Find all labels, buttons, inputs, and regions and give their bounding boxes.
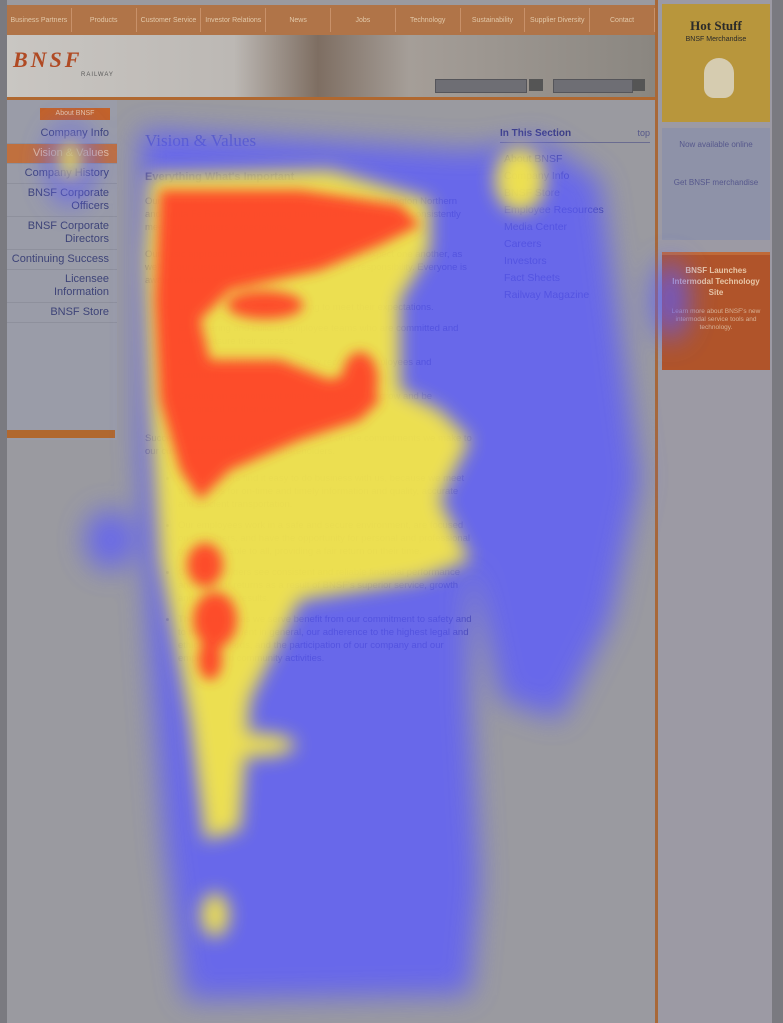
list-item: Creating an environment where employees … <box>178 390 475 416</box>
values-list: Listening to customers and acting to mee… <box>140 301 475 416</box>
leftnav-item-directors[interactable]: BNSF Corporate Directors <box>7 217 117 250</box>
left-frame <box>0 0 7 1023</box>
info-text: Get BNSF merchandise <box>673 178 759 187</box>
topnav-item[interactable]: Contact <box>590 8 655 32</box>
logo-subtitle: RAILWAY <box>81 72 114 78</box>
section-list: About BNSF Company Info BNSF Store Emplo… <box>500 151 650 304</box>
commitments-list: Our customers find it easy to do busines… <box>140 472 475 665</box>
chevron-down-icon[interactable] <box>633 79 645 91</box>
leftnav-item-vision-values[interactable]: Vision & Values <box>7 144 117 164</box>
leftnav-item-licensee[interactable]: Licensee Information <box>7 270 117 303</box>
section-link[interactable]: Media Center <box>504 221 568 233</box>
page-subtitle: Everything What's Important <box>145 171 295 183</box>
leftnav-item-continuing-success[interactable]: Continuing Success <box>7 250 117 270</box>
topnav-item[interactable]: Products <box>72 8 137 32</box>
list-item: Our shareholders see consistent and reli… <box>178 566 475 605</box>
topnav-item[interactable]: News <box>266 8 331 32</box>
leftnav-item-officers[interactable]: BNSF Corporate Officers <box>7 184 117 217</box>
right-frame <box>772 0 783 1023</box>
banner-title: BNSF Launches Intermodal Technology Site <box>672 266 760 297</box>
list-item: Continuously improving our safety record… <box>178 356 475 382</box>
section-link[interactable]: Fact Sheets <box>504 272 561 284</box>
body-paragraph: Success is measured by our ability to de… <box>145 433 472 457</box>
section-links: In This Section top About BNSF Company I… <box>500 128 650 304</box>
main-content: Vision & Values Everything What's Import… <box>140 125 475 681</box>
topnav-item[interactable]: Technology <box>396 8 461 32</box>
leftnav-item-store[interactable]: BNSF Store <box>7 303 117 323</box>
leftnav-item-company-history[interactable]: Company History <box>7 164 117 184</box>
section-link[interactable]: Railway Magazine <box>504 289 590 301</box>
quick-links-select[interactable] <box>553 79 633 93</box>
info-text: Now available online <box>679 140 753 149</box>
site-header: BNSF RAILWAY <box>7 35 655 97</box>
section-link[interactable]: BNSF Store <box>504 187 561 199</box>
top-link[interactable]: top <box>637 128 650 138</box>
section-title: In This Section <box>500 128 572 139</box>
top-navigation: Business Partners Products Customer Serv… <box>7 5 655 35</box>
promo-banner[interactable]: Hot Stuff BNSF Merchandise <box>662 4 770 122</box>
search-button[interactable] <box>529 79 543 91</box>
topnav-item[interactable]: Sustainability <box>461 8 526 32</box>
leftnav-item-company-info[interactable]: Company Info <box>7 124 117 144</box>
topnav-item[interactable]: Business Partners <box>7 8 72 32</box>
topnav-item[interactable]: Customer Service <box>137 8 202 32</box>
leftnav-heading[interactable]: About BNSF <box>40 108 110 120</box>
lightbulb-icon <box>704 58 734 98</box>
search-input[interactable] <box>435 79 527 93</box>
list-item: The communities we serve benefit from ou… <box>178 613 475 665</box>
body-paragraph: Our basic approach is built on trust and… <box>145 249 467 286</box>
promo-title: Hot Stuff <box>690 18 742 33</box>
intro-paragraph: Our vision is to realize the tremendous … <box>145 196 461 233</box>
page-title: Vision & Values <box>145 131 257 150</box>
list-item: Listening to customers and acting to mee… <box>178 301 475 314</box>
header-divider <box>7 97 655 100</box>
banner-body: Learn more about BNSF's new intermodal s… <box>671 308 761 331</box>
right-sidebar: Hot Stuff BNSF Merchandise Now available… <box>655 0 775 1023</box>
leftnav-list: Company Info Vision & Values Company His… <box>7 124 117 323</box>
topnav-item[interactable]: Investor Relations <box>201 8 267 32</box>
list-item: Our employees work in a safe and secure … <box>178 519 475 558</box>
info-box[interactable]: Now available online Get BNSF merchandis… <box>662 128 770 240</box>
topnav-item[interactable]: Supplier Diversity <box>525 8 591 32</box>
section-link[interactable]: Employee Resources <box>504 204 604 216</box>
section-link[interactable]: Careers <box>504 238 542 250</box>
section-link[interactable]: Investors <box>504 255 547 267</box>
section-link[interactable]: About BNSF <box>504 153 563 165</box>
list-item: Empowering and building employee teams w… <box>178 322 475 348</box>
left-navigation: About BNSF Company Info Vision & Values … <box>7 100 117 440</box>
list-item: Our customers find it easy to do busines… <box>178 472 475 511</box>
leftnav-divider <box>7 430 115 438</box>
section-link[interactable]: Company Info <box>504 170 570 182</box>
news-banner[interactable]: BNSF Launches Intermodal Technology Site… <box>662 252 770 370</box>
promo-subtitle: BNSF Merchandise <box>685 36 747 43</box>
section-heading: In This Section top <box>500 128 650 143</box>
logo[interactable]: BNSF <box>13 47 83 72</box>
topnav-item[interactable]: Jobs <box>331 8 396 32</box>
